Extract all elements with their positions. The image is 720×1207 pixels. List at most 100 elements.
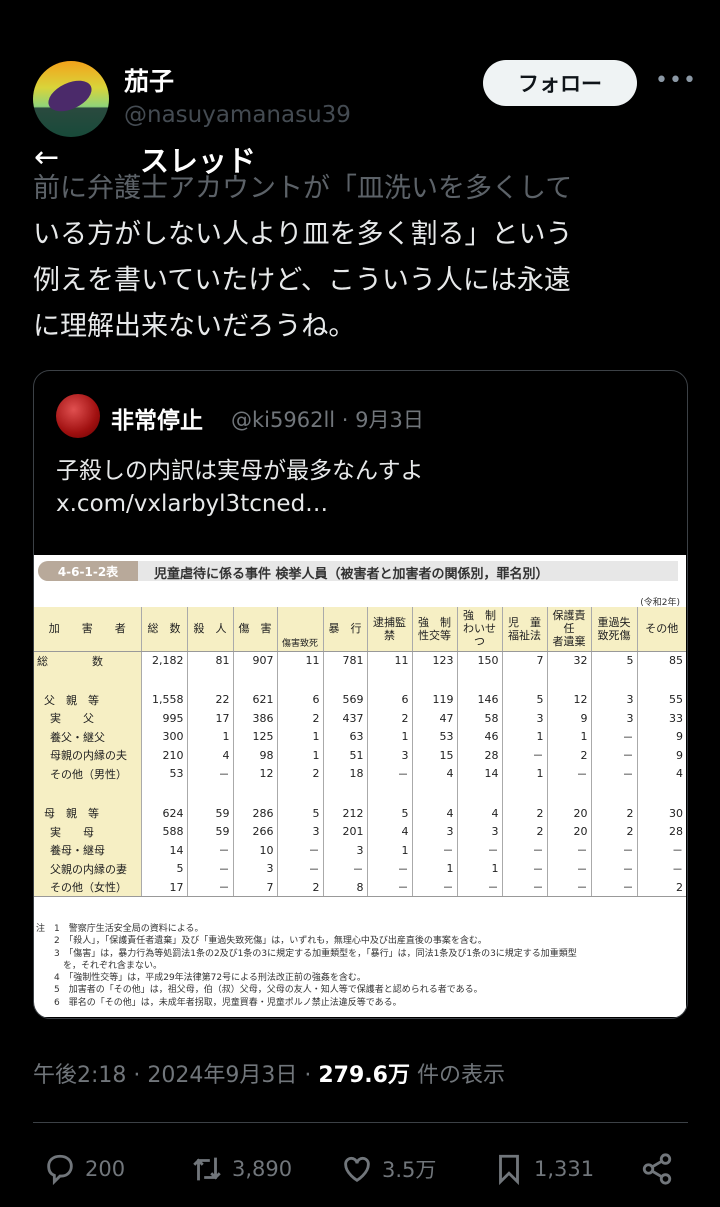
table-cell: 2: [501, 804, 547, 823]
table-cell: －: [501, 746, 547, 765]
table-row: 父 親 等 1,558 22 621 6 569 6 119 146 5 12 3 55: [34, 690, 686, 709]
quote-link[interactable]: x.com/vxlarbyl3tcned…: [56, 491, 329, 517]
column-header: 傷害致死: [276, 607, 323, 652]
table-row: 総 数 2,182 81 907 11 781 11 123 150 7 32 5 85: [34, 651, 686, 670]
table-cell: 624: [140, 804, 187, 823]
table-row: その他（男性） 53 － 12 2 18 － 4 14 1 －－ 4: [34, 764, 686, 783]
table-cell: 5: [590, 651, 637, 670]
table-cell: 7: [501, 651, 547, 670]
quote-avatar: [56, 394, 100, 438]
share-icon: [642, 1153, 672, 1185]
author-handle[interactable]: @nasuyamanasu39: [124, 102, 351, 128]
row-label: 父親の内縁の妻: [34, 859, 141, 878]
quote-handle-date: @ki5962ll · 9月3日: [231, 408, 424, 432]
table-cell: 4: [411, 764, 457, 783]
table-cell: 85: [636, 651, 686, 670]
statistics-table: 加 害 者総 数殺 人傷 害傷害致死暴 行逮捕監禁強 制 性交等強 制 わいせつ…: [34, 607, 686, 897]
table-cell: －: [322, 859, 367, 878]
bookmark-button[interactable]: 1,331: [492, 1152, 594, 1186]
table-cell: 1: [501, 727, 547, 746]
like-button[interactable]: 3.5万: [340, 1152, 436, 1186]
table-cell: －: [590, 764, 637, 783]
column-header: 暴 行: [322, 607, 367, 652]
table-cell: 12: [546, 690, 591, 709]
table-cell: 6: [366, 690, 412, 709]
table-cell: 53: [140, 764, 187, 783]
table-cell: 28: [636, 822, 686, 841]
table-cell: 4: [366, 822, 412, 841]
table-cell: 286: [232, 804, 277, 823]
row-label: その他（女性）: [34, 878, 141, 897]
table-cell: 2: [366, 709, 412, 728]
table-cell: 14: [456, 764, 502, 783]
table-row: 実 母 588 59 266 3 201 4 3 3 2 20 2 28: [34, 822, 686, 841]
table-cell: 123: [411, 651, 457, 670]
table-cell: 3: [411, 822, 457, 841]
page-title: スレッド: [140, 144, 257, 178]
column-header: 総 数: [140, 607, 187, 652]
table-cell: －: [366, 878, 412, 897]
table-cell: －: [456, 878, 502, 897]
column-header: 殺 人: [186, 607, 233, 652]
table-cell: 8: [322, 878, 367, 897]
table-notes: 注 1 警察庁生活安全局の資料による。 2 「殺人」，「保護責任者遺棄」及び「重…: [36, 924, 577, 1008]
table-cell: 9: [546, 709, 591, 728]
table-cell: 51: [322, 746, 367, 765]
avatar[interactable]: [33, 61, 109, 137]
follow-button[interactable]: フォロー: [483, 60, 637, 106]
table-cell: 569: [322, 690, 367, 709]
table-cell: 11: [366, 651, 412, 670]
more-options-icon[interactable]: •••: [655, 68, 697, 93]
table-title-bar: 4-6-1-2表 児童虐待に係る事件 検挙人員（被害者と加害者の関係別，罪名別）: [38, 561, 678, 582]
table-cell: 3: [322, 841, 367, 860]
table-cell: －: [276, 859, 323, 878]
table-row: 養母・継母 14 － 10 － 3 1 －－－－－－: [34, 841, 686, 860]
table-cell: 201: [322, 822, 367, 841]
reply-count: 200: [85, 1157, 126, 1181]
table-row: 父親の内縁の妻 5 － 3 －－－ 1 1 －－－－: [34, 859, 686, 878]
row-label: 実 父: [34, 709, 141, 728]
table-cell: 995: [140, 709, 187, 728]
reply-button[interactable]: 200: [43, 1152, 125, 1186]
table-cell: －: [590, 746, 637, 765]
table-cell: 1: [366, 841, 412, 860]
share-button[interactable]: [640, 1152, 674, 1186]
table-title: 児童虐待に係る事件 検挙人員（被害者と加害者の関係別，罪名別）: [154, 567, 549, 582]
repost-button[interactable]: 3,890: [190, 1152, 292, 1186]
row-label: その他（男性）: [34, 764, 141, 783]
table-cell: －: [590, 859, 637, 878]
table-image[interactable]: 4-6-1-2表 児童虐待に係る事件 検挙人員（被害者と加害者の関係別，罪名別）…: [34, 555, 686, 1017]
table-cell: 59: [186, 822, 233, 841]
table-cell: 5: [140, 859, 187, 878]
table-cell: －: [546, 764, 591, 783]
table-cell: 588: [140, 822, 187, 841]
table-cell: －: [636, 859, 686, 878]
table-cell: 4: [186, 746, 233, 765]
table-cell: －: [276, 841, 323, 860]
back-arrow-icon[interactable]: ←: [34, 140, 60, 175]
author-name[interactable]: 茄子: [124, 67, 175, 96]
table-cell: －: [636, 841, 686, 860]
tweet-text-first-line: 前に弁護士アカウントが「皿洗いを多くして: [33, 173, 573, 204]
table-cell: 266: [232, 822, 277, 841]
column-header: 強 制 性交等: [411, 607, 457, 652]
column-header: その他: [636, 607, 686, 652]
table-cell: 3: [232, 859, 277, 878]
table-cell: －: [411, 878, 457, 897]
table-row: 実 父 995 17 386 2 437 2 47 58 3 9 3 33: [34, 709, 686, 728]
quoted-tweet[interactable]: 非常停止 @ki5962ll · 9月3日 子殺しの内訳は実母が最多なんすよ x…: [33, 370, 688, 1019]
table-cell: 15: [411, 746, 457, 765]
table-cell: －: [590, 727, 637, 746]
table-cell: 1: [276, 727, 323, 746]
table-cell: 46: [456, 727, 502, 746]
table-cell: 1: [411, 859, 457, 878]
table-cell: 4: [411, 804, 457, 823]
table-cell: 32: [546, 651, 591, 670]
table-cell: 98: [232, 746, 277, 765]
table-year: (令和2年): [640, 598, 680, 608]
table-cell: －: [501, 859, 547, 878]
column-header: 逮捕監禁: [366, 607, 412, 652]
table-cell: －: [366, 859, 412, 878]
timestamp[interactable]: 午後2:18 · 2024年9月3日 ·: [33, 1063, 319, 1088]
table-cell: 33: [636, 709, 686, 728]
